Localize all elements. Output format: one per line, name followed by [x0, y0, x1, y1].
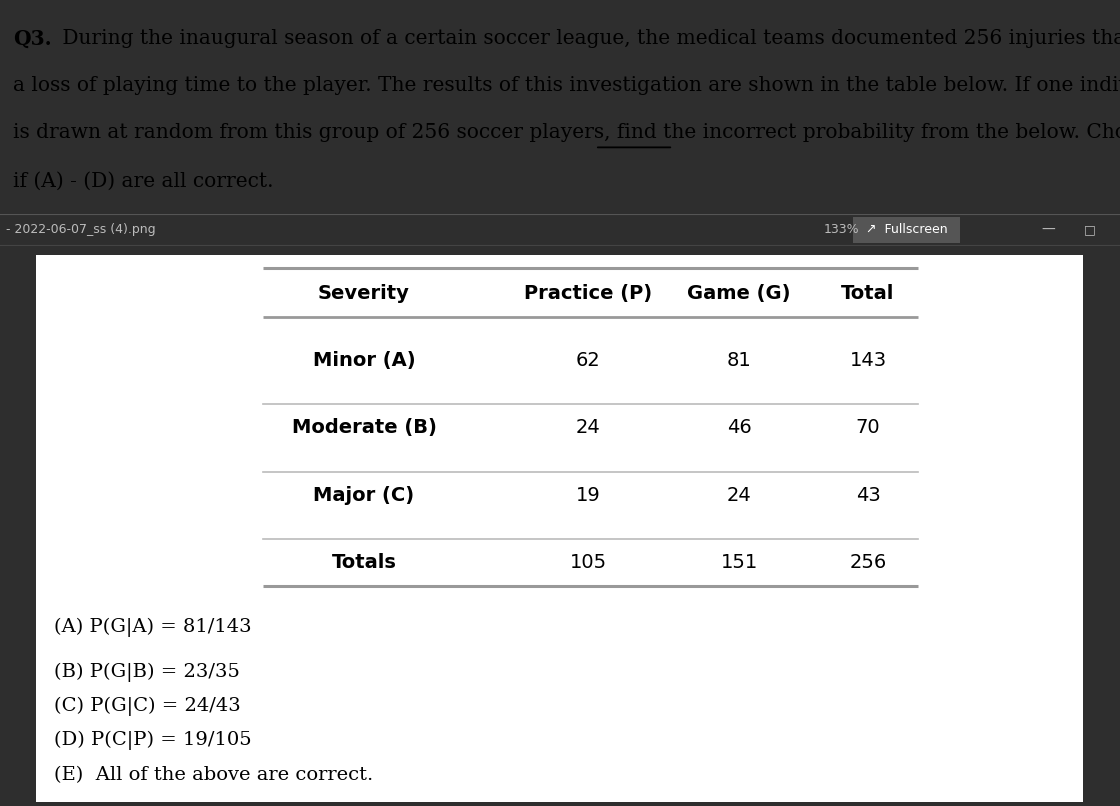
FancyBboxPatch shape [853, 217, 960, 243]
Text: Q3.: Q3. [13, 28, 52, 48]
Text: —: — [1042, 222, 1055, 237]
Text: if (A) - (D) are all correct.: if (A) - (D) are all correct. [13, 172, 274, 191]
Text: 19: 19 [576, 485, 600, 505]
Text: 143: 143 [849, 351, 887, 370]
Text: 46: 46 [727, 418, 752, 438]
Text: 70: 70 [856, 418, 880, 438]
Text: 81: 81 [727, 351, 752, 370]
Text: 105: 105 [569, 553, 607, 571]
Text: Totals: Totals [332, 553, 396, 571]
Text: Practice (P): Practice (P) [524, 284, 652, 303]
Text: Minor (A): Minor (A) [312, 351, 416, 370]
Text: (E)  All of the above are correct.: (E) All of the above are correct. [54, 767, 373, 784]
Text: 43: 43 [856, 485, 880, 505]
Text: (C) P(G|C) = 24/43: (C) P(G|C) = 24/43 [54, 696, 241, 716]
FancyBboxPatch shape [36, 256, 1083, 801]
Text: 62: 62 [576, 351, 600, 370]
Text: (A) P(G|A) = 81/143: (A) P(G|A) = 81/143 [54, 618, 251, 638]
Text: Severity: Severity [318, 284, 410, 303]
Text: 133%: 133% [823, 223, 859, 236]
Text: (B) P(G|B) = 23/35: (B) P(G|B) = 23/35 [54, 663, 240, 683]
Text: a loss of playing time to the player. The results of this investigation are show: a loss of playing time to the player. Th… [13, 76, 1120, 95]
Text: Moderate (B): Moderate (B) [291, 418, 437, 438]
Text: 24: 24 [576, 418, 600, 438]
Text: □: □ [1084, 223, 1095, 236]
Text: 256: 256 [849, 553, 887, 571]
Text: - 2022-06-07_ss (4).png: - 2022-06-07_ss (4).png [6, 223, 156, 236]
Text: ↗  Fullscreen: ↗ Fullscreen [867, 223, 948, 236]
Text: During the inaugural season of a certain soccer league, the medical teams docume: During the inaugural season of a certain… [56, 29, 1120, 48]
Text: Total: Total [841, 284, 895, 303]
Text: is drawn at random from this group of 256 soccer players, find the incorrect pro: is drawn at random from this group of 25… [13, 123, 1120, 142]
Text: Game (G): Game (G) [688, 284, 791, 303]
Text: 151: 151 [720, 553, 758, 571]
Text: 24: 24 [727, 485, 752, 505]
Text: (D) P(C|P) = 19/105: (D) P(C|P) = 19/105 [54, 730, 251, 750]
Text: Major (C): Major (C) [314, 485, 414, 505]
